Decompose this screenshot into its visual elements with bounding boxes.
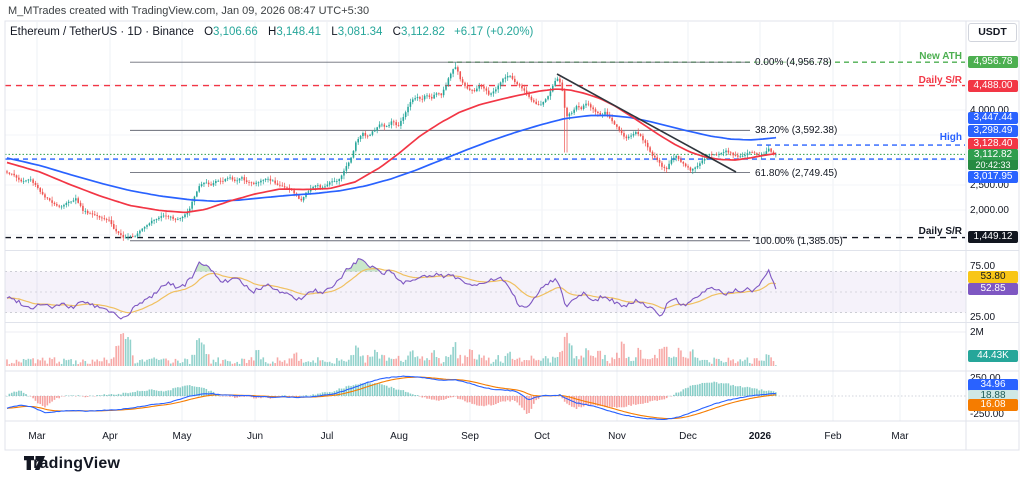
price-axis-label: 2,500.00 — [970, 179, 1009, 191]
high-value: 3,148.41 — [276, 26, 322, 38]
time-axis-label-2026[interactable]: 2026 — [748, 431, 772, 442]
time-axis-label-Dec[interactable]: Dec — [679, 431, 697, 442]
price-badge: 3,017.95 — [968, 171, 1018, 183]
rsi-badge: 52.85 — [968, 283, 1018, 295]
time-axis-label-Aug[interactable]: Aug — [390, 431, 408, 442]
price-badge: 3,128.40 — [968, 138, 1018, 150]
volume-axis-label: 2M — [970, 326, 984, 338]
line-label-daily-sr-top: Daily S/R — [918, 74, 962, 86]
price-badge: 1,449.12 — [968, 231, 1018, 243]
time-axis-label-Feb[interactable]: Feb — [824, 431, 842, 442]
line-label-new-ath: New ATH — [919, 51, 962, 63]
fib-label-1: 38.20% (3,592.38) — [755, 125, 838, 137]
price-badge: 3,447.44 — [968, 112, 1018, 124]
price-badge: 3,298.49 — [968, 125, 1018, 137]
tradingview-logo-text: TradingView — [24, 455, 121, 472]
price-badge: 4,956.78 — [968, 56, 1018, 68]
macd-axis-label: -250.00 — [970, 408, 1004, 420]
rsi-panel — [5, 257, 966, 320]
symbol-title[interactable]: Ethereum / TetherUS · 1D · Binance — [10, 26, 194, 38]
bar-countdown: 20:42:33 — [968, 160, 1018, 170]
currency-toggle-button[interactable]: USDT — [968, 23, 1017, 42]
close-label: C — [392, 26, 401, 38]
time-axis-label-Mar[interactable]: Mar — [28, 431, 46, 442]
high-label: H — [268, 26, 277, 38]
low-label: L — [331, 26, 338, 38]
price-axis-label: 4,000.00 — [970, 104, 1009, 116]
trendline-layer — [556, 73, 737, 173]
low-value: 3,081.34 — [337, 26, 383, 38]
time-axis-label-Oct[interactable]: Oct — [534, 431, 550, 442]
price-axis-label: 2,000.00 — [970, 204, 1009, 216]
close-value: 3,112.82 — [400, 26, 445, 38]
time-axis-label-Mar[interactable]: Mar — [891, 431, 909, 442]
time-axis-label-Jun[interactable]: Jun — [246, 431, 264, 442]
time-axis-label-Sep[interactable]: Sep — [461, 431, 479, 442]
moving-averages-layer — [6, 88, 777, 214]
tradingview-logo[interactable]: TradingView — [24, 455, 120, 473]
macd-axis-label: 250.00 — [970, 372, 1001, 384]
last-price-badge: 3,112.82 20:42:33 — [968, 149, 1018, 170]
rsi-axis-label: 25.00 — [970, 312, 996, 324]
rsi-axis-label: 75.00 — [970, 260, 996, 272]
fib-retracement — [130, 61, 750, 242]
chart-canvas[interactable] — [0, 0, 1024, 452]
line-label-high-line: High — [939, 132, 962, 144]
time-axis-label-May[interactable]: May — [172, 431, 192, 442]
macd-badge: 16.08 — [968, 399, 1018, 411]
last-price-value: 3,112.82 — [973, 149, 1013, 160]
tradingview-logo-icon — [24, 456, 45, 470]
candles-layer — [6, 62, 777, 241]
attribution-text: M_MTrades created with TradingView.com, … — [8, 5, 370, 17]
open-label: O — [204, 26, 214, 38]
frame-layer — [4, 20, 1020, 451]
volume-bars-layer — [6, 332, 777, 366]
rsi-badge: 53.80 — [968, 271, 1018, 283]
macd-badge: 34.96 — [968, 379, 1018, 391]
fib-label-0: 0.00% (4,956.78) — [755, 57, 832, 69]
time-axis-label-Nov[interactable]: Nov — [608, 431, 626, 442]
change-value: +6.17 (+0.20%) — [454, 26, 534, 38]
time-axis-label-Apr[interactable]: Apr — [102, 431, 118, 442]
open-value: 3,106.66 — [213, 26, 258, 38]
time-axis-label-Jul[interactable]: Jul — [320, 431, 334, 442]
line-label-daily-sr-bottom: Daily S/R — [918, 225, 962, 237]
symbol-legend: Ethereum / TetherUS · 1D · Binance O3,10… — [10, 25, 533, 39]
macd-panel — [5, 375, 966, 421]
volume-badge: 44.43K — [968, 350, 1018, 362]
fib-label-3: 100.00% (1,385.05) — [755, 235, 843, 247]
fib-label-2: 61.80% (2,749.45) — [755, 167, 838, 179]
horizontal-lines-layer — [5, 61, 965, 239]
price-badge: 4,488.00 — [968, 80, 1018, 92]
